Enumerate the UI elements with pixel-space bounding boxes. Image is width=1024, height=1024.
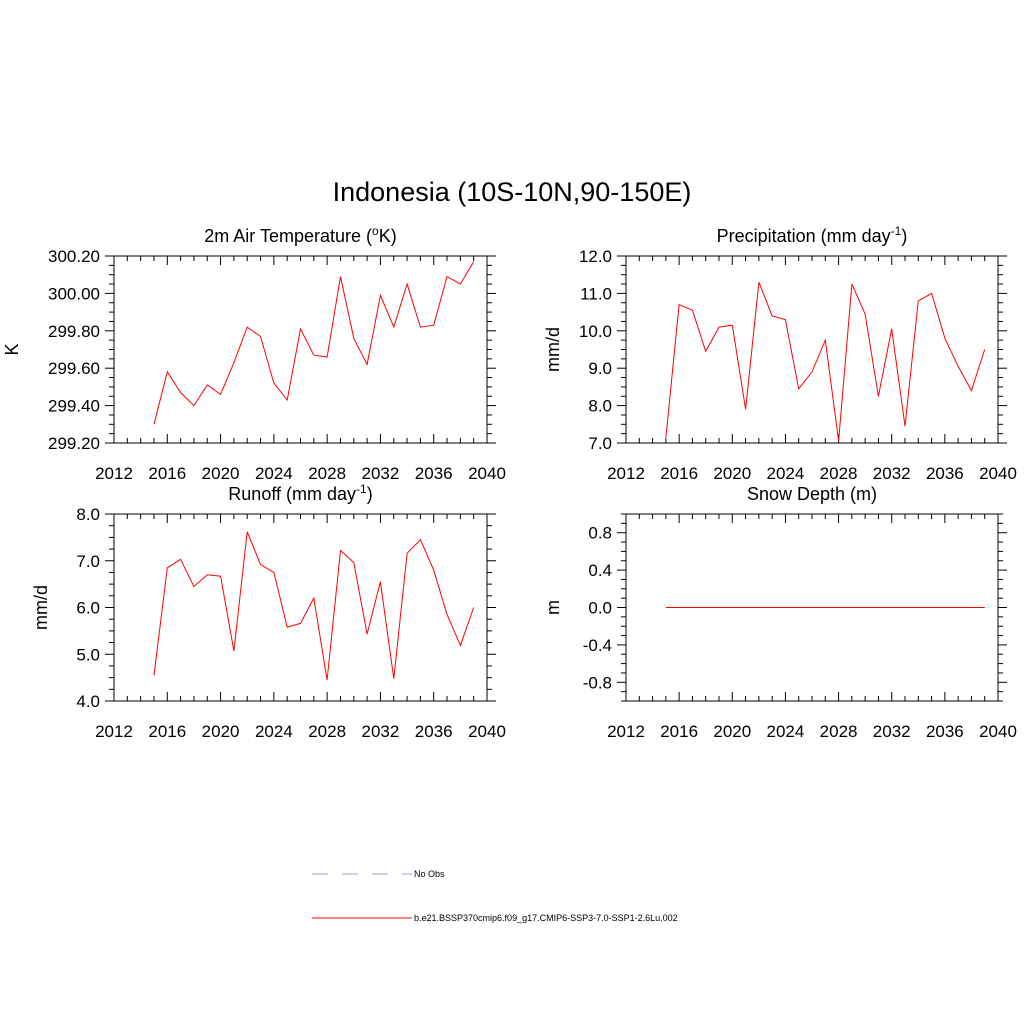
- x-tick-label: 2040: [468, 464, 506, 483]
- y-axis-label: m: [543, 600, 563, 615]
- y-axis-label: mm/d: [543, 327, 563, 372]
- panel-title-text: Runoff (mm day: [228, 484, 356, 504]
- x-tick-label: 2028: [820, 722, 858, 741]
- y-tick-label: 300.00: [48, 284, 100, 303]
- panel-title: Runoff (mm day-1): [228, 482, 372, 504]
- panel-title: Precipitation (mm day-1): [717, 224, 908, 246]
- x-tick-label: 2024: [767, 464, 805, 483]
- x-tick-label: 2028: [820, 464, 858, 483]
- x-tick-label: 2024: [767, 722, 805, 741]
- x-tick-label: 2012: [95, 464, 133, 483]
- y-tick-label: 7.0: [588, 434, 612, 453]
- x-tick-label: 2016: [660, 722, 698, 741]
- panels-group: 2012 2016 2020 2024 2028 2032 2036 2040 299.20 29…: [2, 224, 1017, 741]
- y-tick-label: 10.0: [579, 322, 612, 341]
- y-tick-label: 0.0: [588, 599, 612, 618]
- panel-title-suffix: ): [901, 226, 907, 246]
- panel-title-suffix: ): [367, 484, 373, 504]
- y-tick-label: 299.40: [48, 397, 100, 416]
- x-tick-label: 2020: [202, 464, 240, 483]
- x-tick-label: 2024: [255, 464, 293, 483]
- y-axis-label: mm/d: [31, 585, 51, 630]
- x-tick-label: 2020: [713, 464, 751, 483]
- y-tick-label: 8.0: [588, 397, 612, 416]
- y-tick-label: 11.0: [580, 284, 612, 303]
- y-tick-label: 7.0: [76, 552, 100, 571]
- x-tick-label: 2032: [362, 722, 400, 741]
- figure-title: Indonesia (10S-10N,90-150E): [333, 177, 692, 207]
- y-tick-label: -0.8: [583, 673, 612, 692]
- y-tick-label: 0.4: [588, 561, 612, 580]
- x-tick-label: 2024: [255, 722, 293, 741]
- x-tick-label: 2036: [415, 464, 453, 483]
- x-tick-label: 2032: [873, 722, 911, 741]
- x-tick-label: 2016: [660, 464, 698, 483]
- x-tick-label: 2012: [607, 464, 645, 483]
- y-tick-label: 299.60: [48, 359, 100, 378]
- y-tick-label: -0.4: [583, 636, 612, 655]
- x-tick-label: 2020: [713, 722, 751, 741]
- panel-1: 2012 2016 2020 2024 2028 2032 2036 2040 299.20 29…: [2, 224, 506, 483]
- series-line: [153, 261, 475, 425]
- y-tick-label: 4.0: [76, 692, 100, 711]
- panel-2: 2012 2016 2020 2024 2028 2032 2036 2040 7.0 8.0 9.…: [543, 224, 1017, 483]
- x-tick-label: 2032: [873, 464, 911, 483]
- x-tick-label: 2028: [308, 464, 346, 483]
- panel-4: 2012 2016 2020 2024 2028 2032 2036 2040 -0.8 -0.4…: [543, 484, 1017, 741]
- panel-title-suffix: K): [379, 226, 397, 246]
- x-tick-label: 2040: [979, 722, 1017, 741]
- x-tick-label: 2012: [607, 722, 645, 741]
- plot-frame: [113, 255, 488, 444]
- plot-frame: [113, 513, 488, 702]
- x-tick-label: 2040: [979, 464, 1017, 483]
- y-tick-label: 5.0: [76, 645, 100, 664]
- legend-label-model: b.e21.BSSP370cmip6.f09_g17.CMIP6-SSP3-7.…: [414, 913, 678, 923]
- x-tick-label: 2028: [308, 722, 346, 741]
- y-tick-label: 9.0: [588, 359, 612, 378]
- series-line: [665, 282, 986, 442]
- panel-title-text: Snow Depth (m): [747, 484, 877, 504]
- panel-title-superscript: o: [372, 224, 379, 238]
- x-tick-label: 2012: [95, 722, 133, 741]
- legend: No Obs b.e21.BSSP370cmip6.f09_g17.CMIP6-…: [312, 869, 678, 923]
- panel-title-superscript: -1: [356, 482, 367, 496]
- panel-3: 2012 2016 2020 2024 2028 2032 2036 2040 4.0 5.0 6.…: [31, 482, 506, 741]
- y-tick-label: 299.80: [48, 322, 100, 341]
- x-tick-label: 2016: [148, 722, 186, 741]
- y-tick-label: 300.20: [48, 247, 100, 266]
- x-tick-label: 2020: [202, 722, 240, 741]
- y-tick-label: 12.0: [579, 247, 612, 266]
- plot-frame: [625, 255, 999, 444]
- x-tick-label: 2036: [926, 464, 964, 483]
- x-tick-label: 2032: [362, 464, 400, 483]
- x-tick-label: 2016: [148, 464, 186, 483]
- series-line: [153, 531, 475, 681]
- panel-title: 2m Air Temperature (oK): [204, 224, 396, 246]
- y-axis-label: K: [2, 343, 22, 355]
- panel-title-superscript: -1: [891, 224, 902, 238]
- x-tick-label: 2040: [468, 722, 506, 741]
- panel-title-text: 2m Air Temperature (: [204, 226, 372, 246]
- y-tick-label: 299.20: [48, 434, 100, 453]
- panel-title: Snow Depth (m): [747, 484, 877, 504]
- y-tick-label: 8.0: [76, 505, 100, 524]
- legend-label-no-obs: No Obs: [414, 869, 445, 879]
- y-tick-label: 6.0: [76, 599, 100, 618]
- panel-title-text: Precipitation (mm day: [717, 226, 891, 246]
- y-tick-label: 0.8: [588, 524, 612, 543]
- x-tick-label: 2036: [415, 722, 453, 741]
- x-tick-label: 2036: [926, 722, 964, 741]
